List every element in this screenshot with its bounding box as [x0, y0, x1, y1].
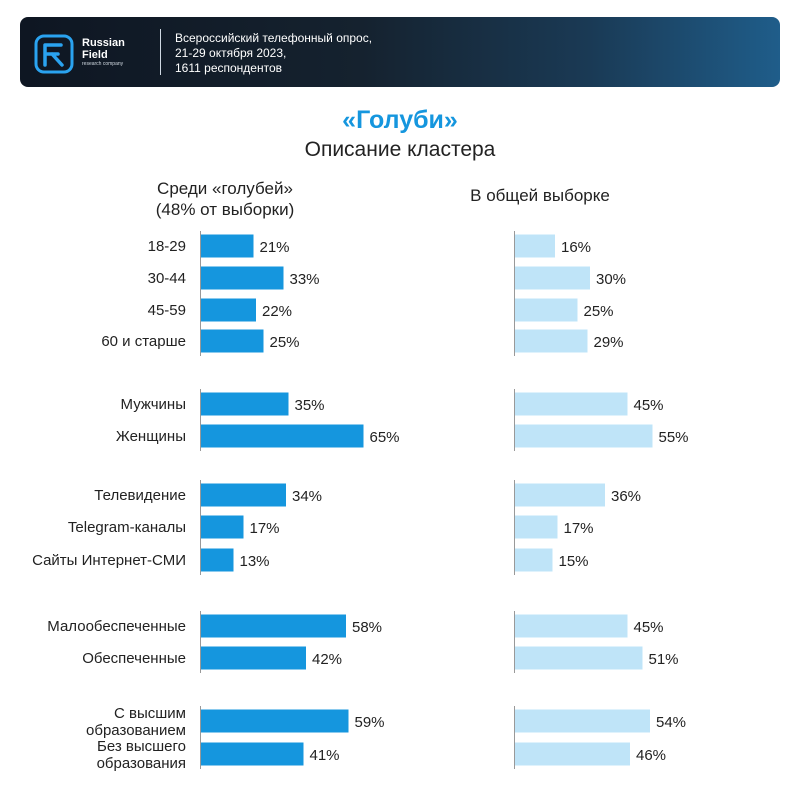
- left-bar-5: [201, 424, 364, 448]
- right-bar-3: [515, 329, 588, 353]
- left-value-label-11: 59%: [355, 714, 385, 731]
- category-label-7: Telegram-каналы: [68, 519, 186, 536]
- category-label-1: 30-44: [148, 270, 186, 287]
- right-bar-0: [515, 234, 555, 258]
- right-bar-10: [515, 646, 643, 670]
- right-value-label-6: 36%: [611, 488, 641, 505]
- category-label-8: Сайты Интернет-СМИ: [32, 552, 186, 569]
- left-value-label-9: 58%: [352, 619, 382, 636]
- left-bar-6: [201, 483, 286, 507]
- left-bar-7: [201, 515, 244, 539]
- left-bar-3: [201, 329, 264, 353]
- left-value-label-6: 34%: [292, 488, 322, 505]
- right-bar-12: [515, 742, 630, 766]
- right-bar-8: [515, 548, 553, 572]
- right-value-label-5: 55%: [659, 429, 689, 446]
- left-value-label-12: 41%: [310, 747, 340, 764]
- category-label-4: Мужчины: [121, 396, 186, 413]
- category-label-5: Женщины: [116, 428, 186, 445]
- right-value-label-0: 16%: [561, 239, 591, 256]
- category-label-11: С высшим образованием: [86, 705, 186, 739]
- right-value-label-8: 15%: [559, 553, 589, 570]
- category-label-6: Телевидение: [94, 487, 186, 504]
- header-divider: [160, 29, 161, 75]
- right-bar-4: [515, 392, 628, 416]
- right-value-label-3: 29%: [594, 334, 624, 351]
- left-bar-2: [201, 298, 256, 322]
- chart-subtitle: Описание кластера: [304, 138, 496, 161]
- right-bar-6: [515, 483, 605, 507]
- left-bar-1: [201, 266, 284, 290]
- left-bar-8: [201, 548, 234, 572]
- category-label-2: 45-59: [148, 302, 186, 319]
- right-bar-2: [515, 298, 578, 322]
- left-bar-0: [201, 234, 254, 258]
- right-bar-5: [515, 424, 653, 448]
- right-bar-1: [515, 266, 590, 290]
- right-value-label-11: 54%: [656, 714, 686, 731]
- left-value-label-4: 35%: [295, 397, 325, 414]
- left-value-label-3: 25%: [270, 334, 300, 351]
- right-value-label-4: 45%: [634, 397, 664, 414]
- left-column-heading: Среди «голубей» (48% от выборки): [100, 178, 350, 220]
- left-bar-12: [201, 742, 304, 766]
- right-column-heading: В общей выборке: [470, 186, 610, 205]
- left-value-label-0: 21%: [260, 239, 290, 256]
- category-label-9: Малообеспеченные: [47, 618, 186, 635]
- right-bar-7: [515, 515, 558, 539]
- right-value-label-1: 30%: [596, 271, 626, 288]
- right-bar-11: [515, 709, 650, 733]
- logo-subtitle: research company: [82, 61, 124, 67]
- category-label-3: 60 и старше: [101, 333, 186, 350]
- russian-field-logo-icon: [34, 34, 74, 74]
- survey-line-2: 21-29 октября 2023,: [175, 46, 287, 60]
- category-label-10: Обеспеченные: [82, 650, 186, 667]
- category-label-12: Без высшего образования: [97, 738, 186, 772]
- logo-line-1: Russian: [82, 37, 125, 49]
- header-banner: Russian Field research company Всероссий…: [20, 17, 780, 87]
- right-value-label-9: 45%: [634, 619, 664, 636]
- logo-wordmark: Russian Field research company: [82, 37, 125, 68]
- survey-line-3: 1611 респондентов: [175, 61, 282, 75]
- left-value-label-8: 13%: [240, 553, 270, 570]
- right-value-label-7: 17%: [564, 520, 594, 537]
- right-value-label-10: 51%: [649, 651, 679, 668]
- left-bar-9: [201, 614, 346, 638]
- left-value-label-1: 33%: [290, 271, 320, 288]
- right-value-label-2: 25%: [584, 303, 614, 320]
- left-bar-11: [201, 709, 349, 733]
- category-label-0: 18-29: [148, 238, 186, 255]
- logo-line-2: Field: [82, 49, 108, 61]
- left-bar-10: [201, 646, 306, 670]
- left-bar-4: [201, 392, 289, 416]
- right-bar-9: [515, 614, 628, 638]
- left-value-label-10: 42%: [312, 651, 342, 668]
- right-value-label-12: 46%: [636, 747, 666, 764]
- survey-line-1: Всероссийский телефонный опрос,: [175, 31, 373, 45]
- left-value-label-5: 65%: [370, 429, 400, 446]
- chart-title: «Голуби»: [342, 106, 458, 134]
- survey-info: Всероссийский телефонный опрос, 21-29 ок…: [175, 31, 372, 76]
- left-value-label-2: 22%: [262, 303, 292, 320]
- left-column-heading-text: Среди «голубей» (48% от выборки): [155, 179, 295, 219]
- left-value-label-7: 17%: [250, 520, 280, 537]
